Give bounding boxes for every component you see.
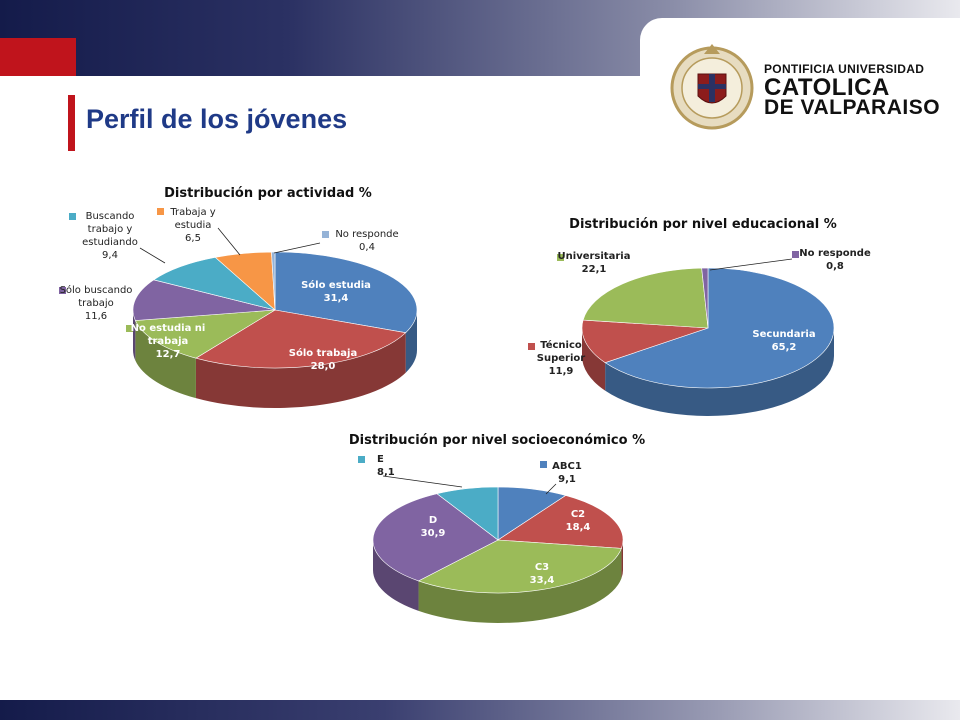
slice-label-c2: C2 18,4 bbox=[566, 509, 591, 533]
legend-swatch bbox=[528, 343, 535, 350]
leader-line bbox=[382, 475, 463, 488]
pie-sides bbox=[582, 328, 834, 417]
pie-chart-socioeconomico: Distribución por nivel socioeconómico % A… bbox=[349, 433, 645, 623]
pie-side-sólo-buscando-trabajo bbox=[133, 310, 136, 361]
slice-label-no-estudia-ni-trabaja: No estudia ni trabaja 12,7 bbox=[131, 323, 206, 360]
legend-swatch bbox=[69, 213, 76, 220]
pie-chart-educacional: Distribución por nivel educacional % Secu… bbox=[528, 217, 871, 417]
chart-title: Distribución por nivel socioeconómico % bbox=[349, 433, 645, 448]
legend-swatch bbox=[322, 231, 329, 238]
pie-slices bbox=[581, 267, 835, 389]
legend-swatch bbox=[59, 287, 66, 294]
chart-title: Distribución por actividad % bbox=[164, 186, 372, 201]
pie-side-sólo-estudia bbox=[405, 310, 417, 373]
slice-label-c3: C3 33,4 bbox=[530, 562, 555, 586]
slice-label-abc1: ABC1 9,1 bbox=[552, 461, 582, 485]
slice-label-buscando-trabajo-y-estudiando: Buscando trabajo y estudiando 9,4 bbox=[82, 211, 138, 261]
pie-slice-c3 bbox=[417, 539, 622, 594]
pie-slice-sólo-buscando-trabajo bbox=[132, 279, 276, 321]
pie-slice-c2 bbox=[497, 495, 624, 549]
slice-label-secundaria: Secundaria 65,2 bbox=[752, 329, 815, 353]
pie-side-técnico-superior bbox=[582, 328, 606, 391]
slice-label-no-responde: No responde 0,4 bbox=[335, 229, 398, 253]
leader-line bbox=[217, 227, 241, 256]
pie-slice-universitaria bbox=[582, 267, 709, 329]
pie-slice-no-estudia-ni-trabaja bbox=[134, 309, 276, 359]
slice-label-no-responde: No responde 0,8 bbox=[799, 248, 871, 272]
slice-label-universitaria: Universitaria 22,1 bbox=[558, 251, 631, 275]
pie-slice-d bbox=[372, 493, 499, 582]
pie-side-c2 bbox=[621, 540, 623, 579]
university-name-line2: CATOLICA bbox=[764, 74, 890, 101]
pie-slices bbox=[372, 486, 624, 594]
legend-swatch bbox=[358, 456, 365, 463]
university-name-line3: DE VALPARAISO bbox=[764, 96, 941, 119]
header-red-block bbox=[0, 38, 76, 76]
pie-slice-sólo-estudia bbox=[274, 251, 418, 334]
title-accent-bar bbox=[68, 95, 75, 151]
pie-side-sólo-trabaja bbox=[195, 332, 406, 408]
pie-slice-sólo-trabaja bbox=[195, 309, 407, 369]
pie-chart-actividad: Distribución por actividad % Sólo estudia… bbox=[59, 186, 418, 408]
pie-slice-e bbox=[436, 486, 499, 541]
university-name-line1: PONTIFICIA UNIVERSIDAD bbox=[764, 62, 925, 76]
legend-swatch bbox=[557, 254, 564, 261]
slice-label-trabaja-y-estudia: Trabaja y estudia 6,5 bbox=[169, 207, 215, 244]
pie-slice-no-responde bbox=[271, 251, 276, 311]
pie-slice-secundaria bbox=[604, 267, 835, 389]
slice-label-sólo-estudia: Sólo estudia 31,4 bbox=[301, 279, 371, 304]
university-crest-icon bbox=[670, 44, 754, 130]
legend-swatch bbox=[157, 208, 164, 215]
pie-slice-técnico-superior bbox=[581, 319, 709, 363]
pie-slices bbox=[132, 251, 418, 369]
pie-side-d bbox=[373, 540, 419, 611]
pie-slice-no-responde bbox=[701, 267, 709, 329]
leader-line bbox=[273, 242, 321, 254]
leader-line bbox=[709, 258, 793, 271]
legend-swatch bbox=[540, 461, 547, 468]
slice-label-sólo-trabaja: Sólo trabaja 28,0 bbox=[289, 347, 357, 372]
slice-label-e: E 8,1 bbox=[377, 454, 395, 478]
slice-label-d: D 30,9 bbox=[421, 515, 446, 539]
pie-sides bbox=[373, 540, 623, 623]
pie-sides bbox=[133, 310, 417, 408]
pie-side-secundaria bbox=[605, 328, 834, 417]
leader-line bbox=[139, 247, 166, 264]
slice-label-técnico-superior: Técnico Superior 11,9 bbox=[537, 339, 585, 377]
legend-swatch bbox=[126, 325, 133, 332]
leader-line bbox=[545, 483, 557, 495]
pie-side-c3 bbox=[418, 548, 622, 623]
pie-side-no-estudia-ni-trabaja bbox=[135, 320, 196, 399]
pie-slice-buscando-trabajo-y-estudiando bbox=[152, 257, 276, 311]
slice-label-sólo-buscando-trabajo: Sólo buscando trabajo 11,6 bbox=[60, 284, 133, 322]
chart-title: Distribución por nivel educacional % bbox=[569, 217, 837, 232]
legend-swatch bbox=[792, 251, 799, 258]
footer-bar bbox=[0, 700, 960, 720]
page-title: Perfil de los jóvenes bbox=[86, 104, 348, 134]
